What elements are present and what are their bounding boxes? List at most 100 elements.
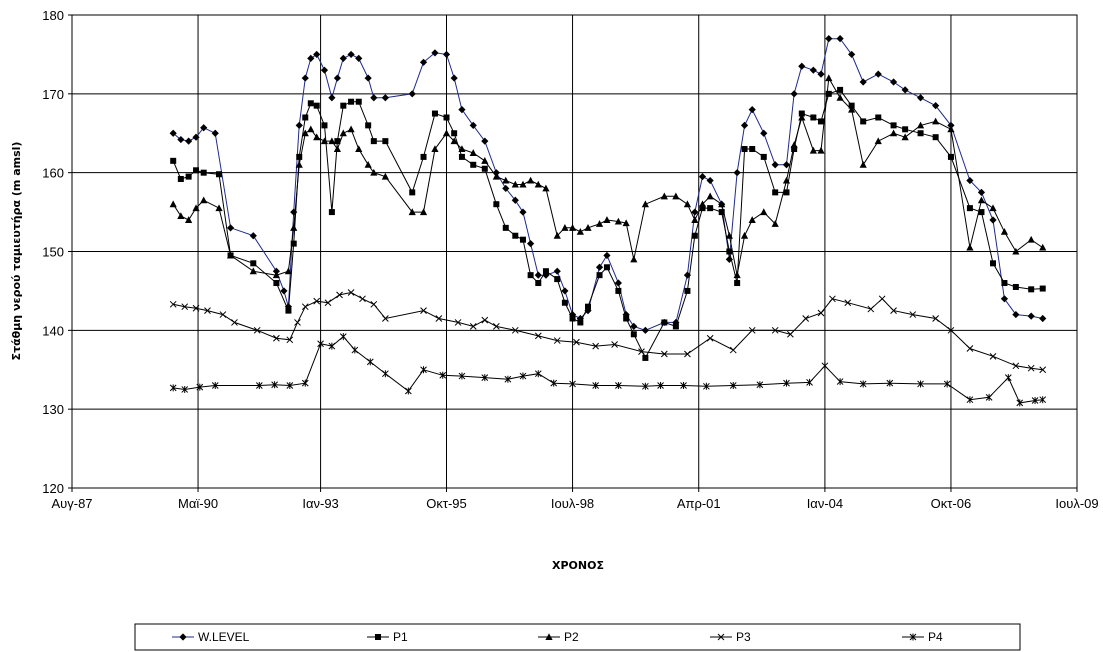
data-point-w-level — [333, 74, 342, 82]
data-point-p1 — [420, 153, 427, 160]
data-point-w-level — [595, 263, 604, 271]
data-point-p2 — [760, 208, 768, 216]
data-point-p4 — [211, 382, 219, 390]
data-point-w-level — [771, 161, 779, 169]
data-point-w-level — [511, 196, 519, 204]
y-tick-label: 160 — [42, 166, 64, 181]
data-point-w-level — [519, 208, 527, 216]
data-point-w-level — [630, 322, 638, 330]
data-point-p3 — [748, 326, 756, 334]
data-point-p3 — [253, 326, 261, 334]
data-point-p1 — [772, 189, 779, 196]
series-p3 — [169, 289, 1047, 374]
data-point-w-level — [192, 133, 200, 141]
data-point-p3 — [370, 300, 378, 308]
data-point-w-level — [431, 49, 439, 57]
data-point-p4 — [1039, 396, 1047, 404]
data-point-p1 — [409, 189, 416, 196]
data-point-p2 — [284, 267, 293, 275]
x-tick-label: Ιαν-04 — [807, 496, 843, 511]
series-line-p4 — [173, 335, 1043, 404]
data-point-p4 — [985, 393, 993, 401]
data-point-w-level — [226, 224, 235, 232]
data-point-p1 — [791, 146, 798, 153]
data-point-p2 — [249, 267, 257, 275]
data-point-p1 — [902, 126, 909, 133]
data-point-p2 — [683, 200, 692, 208]
data-point-w-level — [381, 94, 389, 102]
data-point-p4 — [859, 380, 867, 388]
data-point-w-level — [817, 70, 825, 78]
data-point-p1 — [890, 122, 897, 129]
data-point-p2 — [534, 180, 542, 188]
data-point-p2 — [798, 113, 806, 121]
data-point-p3 — [231, 319, 238, 326]
data-point-w-level — [698, 173, 707, 181]
data-point-p4 — [821, 362, 829, 370]
data-point-p2 — [782, 176, 791, 184]
data-point-p2 — [947, 125, 955, 133]
data-point-p4 — [592, 382, 600, 390]
data-point-p3 — [844, 299, 852, 307]
data-point-p3 — [592, 342, 600, 350]
data-point-p2 — [706, 192, 714, 200]
data-point-w-level — [370, 94, 378, 102]
data-point-p2 — [561, 224, 569, 231]
data-point-p3 — [382, 315, 389, 322]
data-point-w-level — [301, 74, 309, 82]
data-point-w-level — [977, 188, 986, 196]
data-point-p4 — [1031, 396, 1039, 404]
data-point-p1 — [348, 98, 355, 105]
data-point-p1 — [783, 189, 790, 196]
data-point-w-level — [641, 326, 649, 334]
data-point-p2 — [836, 93, 844, 101]
data-point-p1 — [443, 114, 450, 121]
data-point-p4 — [481, 374, 489, 382]
data-point-w-level — [177, 135, 185, 144]
data-point-p3 — [989, 352, 997, 360]
data-point-w-level — [748, 106, 756, 114]
data-point-p2 — [226, 251, 235, 259]
legend-marker-w-level — [179, 633, 187, 641]
data-point-p2 — [771, 220, 779, 227]
series-p1 — [170, 86, 1046, 361]
data-point-w-level — [1027, 312, 1035, 320]
data-point-w-level — [809, 66, 817, 74]
data-point-p2 — [502, 176, 510, 184]
data-point-p4 — [943, 380, 951, 388]
data-point-p1 — [527, 272, 534, 279]
x-tick-label: Ιουλ-98 — [551, 496, 594, 511]
data-point-w-level — [169, 129, 177, 137]
series-p4 — [169, 333, 1047, 407]
data-point-w-level — [295, 121, 303, 129]
legend-label-p3: P3 — [736, 630, 751, 644]
data-point-w-level — [725, 255, 733, 263]
data-point-p1 — [932, 134, 939, 141]
data-point-p2 — [339, 129, 347, 137]
data-point-p1 — [860, 118, 867, 125]
data-point-p1 — [734, 280, 741, 287]
data-point-w-level — [836, 35, 844, 43]
data-point-p2 — [672, 192, 680, 200]
data-point-p2 — [347, 125, 355, 133]
data-point-p1 — [535, 280, 542, 287]
data-point-p2 — [748, 216, 756, 223]
data-point-p3 — [638, 348, 645, 355]
data-point-p1 — [382, 138, 389, 145]
legend-item-p3: P3 — [710, 630, 751, 644]
x-tick-label: Απρ-01 — [677, 496, 721, 511]
data-point-p2 — [307, 125, 315, 133]
data-point-w-level — [874, 70, 882, 78]
data-point-p3 — [420, 307, 427, 314]
data-point-p1 — [917, 130, 924, 137]
data-point-w-level — [364, 74, 372, 82]
data-point-p1 — [1039, 285, 1046, 292]
data-point-p1 — [370, 138, 377, 145]
data-point-p2 — [966, 243, 974, 251]
data-point-p2 — [817, 146, 825, 154]
data-point-p4 — [569, 380, 576, 388]
data-point-p3 — [947, 326, 955, 334]
data-point-w-level — [782, 161, 791, 169]
data-point-p3 — [1012, 362, 1020, 370]
